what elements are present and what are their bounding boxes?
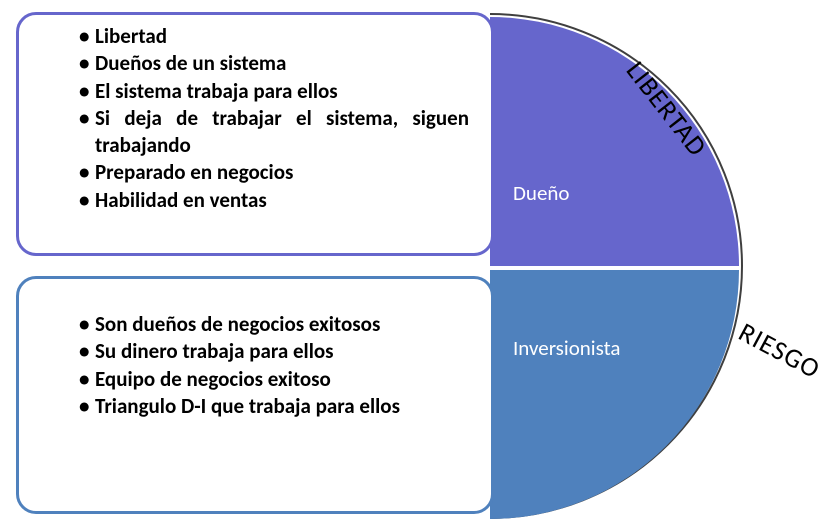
list-item: Triangulo D-I que trabaja para ellos	[79, 393, 469, 420]
bottom-list: Son dueños de negocios exitosos Su diner…	[79, 311, 469, 420]
list-item: Habilidad en ventas	[79, 187, 469, 214]
diagram-canvas: Dueño Inversionista Libertad Dueños de u…	[0, 0, 820, 527]
list-item: Si deja de trabajar el sistema, siguen t…	[79, 105, 469, 160]
bottom-slice-label: Inversionista	[513, 335, 620, 361]
top-slice-label: Dueño	[513, 180, 570, 206]
bottom-slice	[490, 270, 739, 519]
list-item: Su dinero trabaja para ellos	[79, 338, 469, 365]
list-item: El sistema trabaja para ellos	[79, 78, 469, 105]
list-item: Son dueños de negocios exitosos	[79, 311, 469, 338]
top-list: Libertad Dueños de un sistema El sistema…	[79, 23, 469, 214]
list-item: Preparado en negocios	[79, 159, 469, 186]
list-item: Equipo de negocios exitoso	[79, 366, 469, 393]
bottom-slice-fill	[490, 270, 739, 519]
list-item: Libertad	[79, 23, 469, 50]
top-text-box: Libertad Dueños de un sistema El sistema…	[16, 12, 494, 256]
list-item: Dueños de un sistema	[79, 50, 469, 77]
outer-label-bottom: RIESGO	[733, 316, 820, 386]
bottom-text-box: Son dueños de negocios exitosos Su diner…	[16, 276, 494, 514]
